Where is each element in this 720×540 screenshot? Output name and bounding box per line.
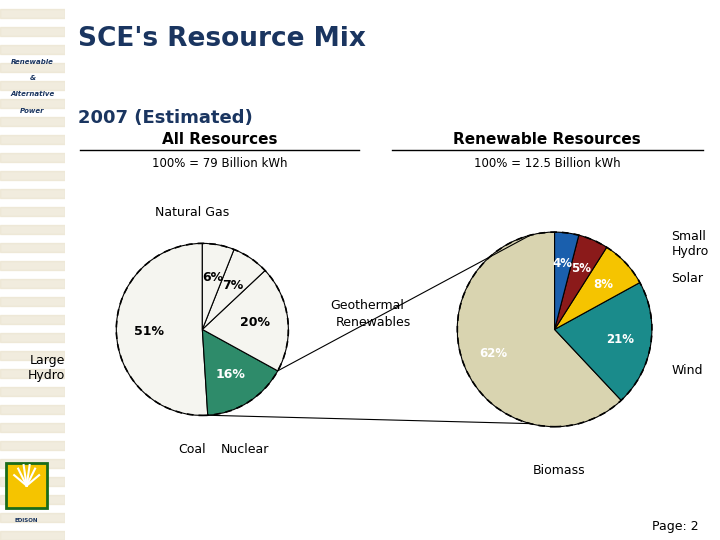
Bar	[0, 387, 65, 396]
Bar	[0, 423, 65, 432]
Bar	[0, 495, 65, 504]
Bar	[0, 63, 65, 72]
Text: 20%: 20%	[240, 316, 270, 329]
Text: 100% = 12.5 Billion kWh: 100% = 12.5 Billion kWh	[474, 157, 621, 170]
Text: Solar: Solar	[671, 272, 703, 285]
Bar	[0, 297, 65, 306]
Bar	[0, 369, 65, 378]
Wedge shape	[202, 271, 289, 371]
Text: 6%: 6%	[202, 271, 223, 284]
Text: 8%: 8%	[593, 278, 613, 291]
Text: 5%: 5%	[571, 262, 591, 275]
Bar	[0, 477, 65, 486]
Text: 7%: 7%	[222, 279, 243, 292]
Text: Small
Hydro: Small Hydro	[671, 230, 708, 258]
Bar	[0, 405, 65, 414]
Bar	[0, 459, 65, 468]
Text: Coal: Coal	[179, 443, 206, 456]
Bar	[0, 45, 65, 54]
Wedge shape	[202, 249, 265, 329]
Bar	[0, 135, 65, 144]
Bar	[0, 81, 65, 90]
Text: Large
Hydro: Large Hydro	[27, 354, 65, 382]
Text: EDISON: EDISON	[15, 518, 38, 523]
Bar	[0, 153, 65, 162]
Bar	[0, 351, 65, 360]
Bar	[0, 117, 65, 126]
Text: 21%: 21%	[606, 333, 634, 346]
Bar	[0, 171, 65, 180]
Wedge shape	[202, 244, 234, 329]
Text: Natural Gas: Natural Gas	[155, 206, 229, 219]
Wedge shape	[554, 235, 607, 329]
Bar	[0, 189, 65, 198]
Bar	[0, 225, 65, 234]
Text: &: &	[30, 75, 35, 82]
Text: 62%: 62%	[479, 347, 507, 360]
Text: Nuclear: Nuclear	[221, 443, 269, 456]
Bar	[0, 9, 65, 18]
Text: Alternative: Alternative	[10, 91, 55, 98]
Bar	[0, 243, 65, 252]
Text: 16%: 16%	[216, 368, 246, 381]
Bar	[0, 261, 65, 270]
Bar	[0, 27, 65, 36]
Text: Power: Power	[20, 107, 45, 114]
Wedge shape	[457, 232, 621, 427]
Bar	[0, 333, 65, 342]
Text: Renewables: Renewables	[336, 316, 411, 329]
Wedge shape	[117, 244, 208, 415]
Text: 4%: 4%	[553, 257, 573, 270]
Wedge shape	[554, 232, 579, 329]
Text: 100% = 79 Billion kWh: 100% = 79 Billion kWh	[152, 157, 287, 170]
Bar	[0, 99, 65, 108]
Text: Renewable Resources: Renewable Resources	[454, 132, 641, 146]
Text: 2007 (Estimated): 2007 (Estimated)	[78, 109, 253, 127]
Wedge shape	[554, 282, 652, 400]
Bar	[0, 315, 65, 324]
Bar	[0, 441, 65, 450]
Text: All Resources: All Resources	[162, 132, 277, 146]
Text: Geothermal: Geothermal	[330, 299, 404, 312]
Wedge shape	[554, 247, 640, 329]
Bar	[0, 513, 65, 522]
Text: Renewable: Renewable	[11, 59, 54, 65]
Text: 51%: 51%	[134, 325, 164, 338]
Text: Page: 2: Page: 2	[652, 520, 698, 533]
Bar	[0, 207, 65, 216]
Text: Wind: Wind	[671, 364, 703, 377]
Text: Biomass: Biomass	[533, 464, 586, 477]
Text: SCE's Resource Mix: SCE's Resource Mix	[78, 26, 366, 52]
Bar	[0, 279, 65, 288]
Bar	[6, 462, 47, 508]
Bar	[0, 531, 65, 540]
Wedge shape	[202, 329, 278, 415]
